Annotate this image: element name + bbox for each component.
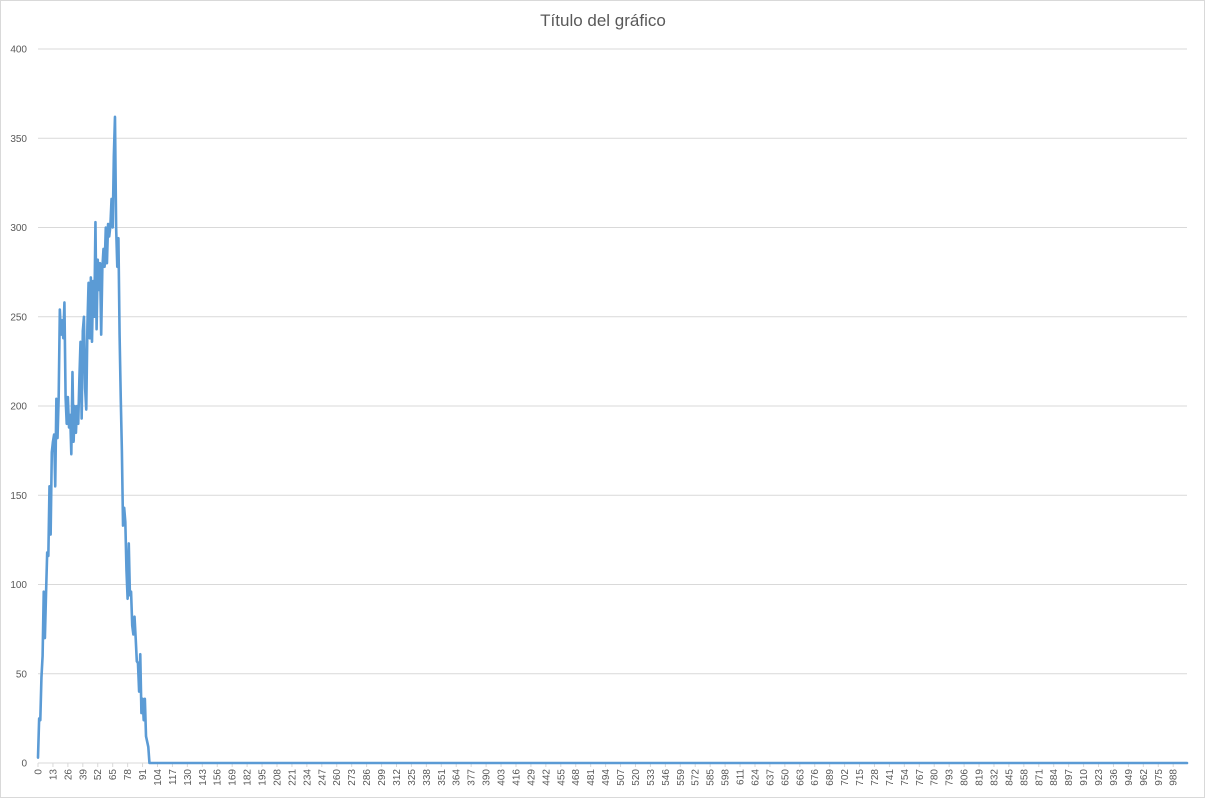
x-tick-label: 741 <box>885 769 896 786</box>
x-tick-label: 286 <box>362 769 373 786</box>
x-tick-label: 351 <box>437 769 448 786</box>
x-tick-label: 273 <box>347 769 358 786</box>
x-axis-ticks: 0 13 26 39 52 65 78 91 104 117 130 143 156 169 182 195 2… <box>34 763 1180 786</box>
x-tick-label: 702 <box>840 769 851 786</box>
x-tick-label: 13 <box>48 769 59 781</box>
x-tick-label: 195 <box>258 769 269 786</box>
x-tick-label: 390 <box>482 769 493 786</box>
x-tick-label: 910 <box>1079 769 1090 786</box>
x-tick-label: 104 <box>153 769 164 786</box>
x-tick-label: 858 <box>1019 769 1030 786</box>
x-tick-label: 650 <box>780 769 791 786</box>
x-tick-label: 91 <box>138 769 149 781</box>
x-tick-label: 338 <box>422 769 433 786</box>
x-tick-label: 65 <box>108 769 119 781</box>
x-tick-label: 689 <box>825 769 836 786</box>
x-tick-label: 949 <box>1124 769 1135 786</box>
y-tick-label: 100 <box>10 580 27 591</box>
y-tick-label: 250 <box>10 312 27 323</box>
x-tick-label: 546 <box>661 769 672 786</box>
x-tick-label: 728 <box>870 769 881 786</box>
x-tick-label: 598 <box>721 769 732 786</box>
x-tick-label: 143 <box>198 769 209 786</box>
x-tick-label: 455 <box>556 769 567 786</box>
y-tick-label: 0 <box>21 759 27 770</box>
x-tick-label: 52 <box>93 769 104 781</box>
x-tick-label: 117 <box>168 769 179 785</box>
x-tick-label: 468 <box>571 769 582 786</box>
x-tick-label: 884 <box>1049 769 1060 786</box>
x-tick-label: 988 <box>1169 769 1180 786</box>
x-tick-label: 780 <box>930 769 941 786</box>
x-tick-label: 923 <box>1094 769 1105 786</box>
x-tick-label: 78 <box>123 769 134 781</box>
x-tick-label: 585 <box>706 769 717 786</box>
x-tick-label: 39 <box>78 769 89 781</box>
x-tick-label: 611 <box>736 769 747 785</box>
x-tick-label: 260 <box>332 769 343 786</box>
y-tick-label: 200 <box>10 402 27 413</box>
x-tick-label: 247 <box>317 769 328 786</box>
x-tick-label: 897 <box>1064 769 1075 786</box>
y-tick-label: 150 <box>10 491 27 502</box>
x-tick-label: 819 <box>975 769 986 786</box>
x-tick-label: 364 <box>452 769 463 786</box>
x-tick-label: 442 <box>541 769 552 786</box>
x-tick-label: 637 <box>765 769 776 786</box>
gridlines <box>38 48 1187 764</box>
x-tick-label: 26 <box>63 769 74 781</box>
y-tick-label: 400 <box>10 45 27 56</box>
x-tick-label: 208 <box>272 769 283 786</box>
x-tick-label: 767 <box>915 769 926 786</box>
x-tick-label: 429 <box>526 769 537 786</box>
x-tick-label: 832 <box>989 769 1000 786</box>
x-tick-label: 962 <box>1139 769 1150 786</box>
x-tick-label: 325 <box>407 769 418 786</box>
y-axis-ticks: 0 50 100 150 200 250 300 350 400 <box>10 45 27 770</box>
x-tick-label: 481 <box>586 769 597 786</box>
x-tick-label: 156 <box>213 769 224 786</box>
x-tick-label: 312 <box>392 769 403 786</box>
x-tick-label: 377 <box>467 769 478 786</box>
x-tick-label: 676 <box>810 769 821 786</box>
y-tick-label: 50 <box>16 669 28 680</box>
y-tick-label: 300 <box>10 223 27 234</box>
x-tick-label: 221 <box>287 769 298 786</box>
series-group <box>36 115 1189 765</box>
x-tick-label: 572 <box>691 769 702 786</box>
x-tick-label: 234 <box>302 769 313 786</box>
x-tick-label: 533 <box>646 769 657 786</box>
x-tick-label: 845 <box>1004 769 1015 786</box>
x-tick-label: 169 <box>228 769 239 786</box>
x-tick-label: 299 <box>377 769 388 786</box>
x-tick-label: 416 <box>511 769 522 786</box>
x-tick-label: 130 <box>183 769 194 786</box>
x-tick-label: 754 <box>900 769 911 786</box>
x-tick-label: 715 <box>855 769 866 786</box>
x-tick-label: 871 <box>1034 769 1045 786</box>
x-tick-label: 520 <box>631 769 642 786</box>
x-tick-label: 403 <box>497 769 508 786</box>
x-tick-label: 663 <box>795 769 806 786</box>
y-tick-label: 350 <box>10 134 27 145</box>
x-tick-label: 494 <box>601 769 612 786</box>
x-tick-label: 182 <box>243 769 254 786</box>
x-tick-label: 806 <box>960 769 971 786</box>
x-tick-label: 793 <box>945 769 956 786</box>
x-tick-label: 0 <box>34 769 45 775</box>
x-tick-label: 936 <box>1109 769 1120 786</box>
x-tick-label: 559 <box>676 769 687 786</box>
x-tick-label: 975 <box>1154 769 1165 786</box>
series-line-1 <box>36 115 1189 765</box>
x-tick-label: 507 <box>616 769 627 786</box>
chart-title: Título del gráfico <box>540 11 666 30</box>
x-tick-label: 624 <box>750 769 761 786</box>
